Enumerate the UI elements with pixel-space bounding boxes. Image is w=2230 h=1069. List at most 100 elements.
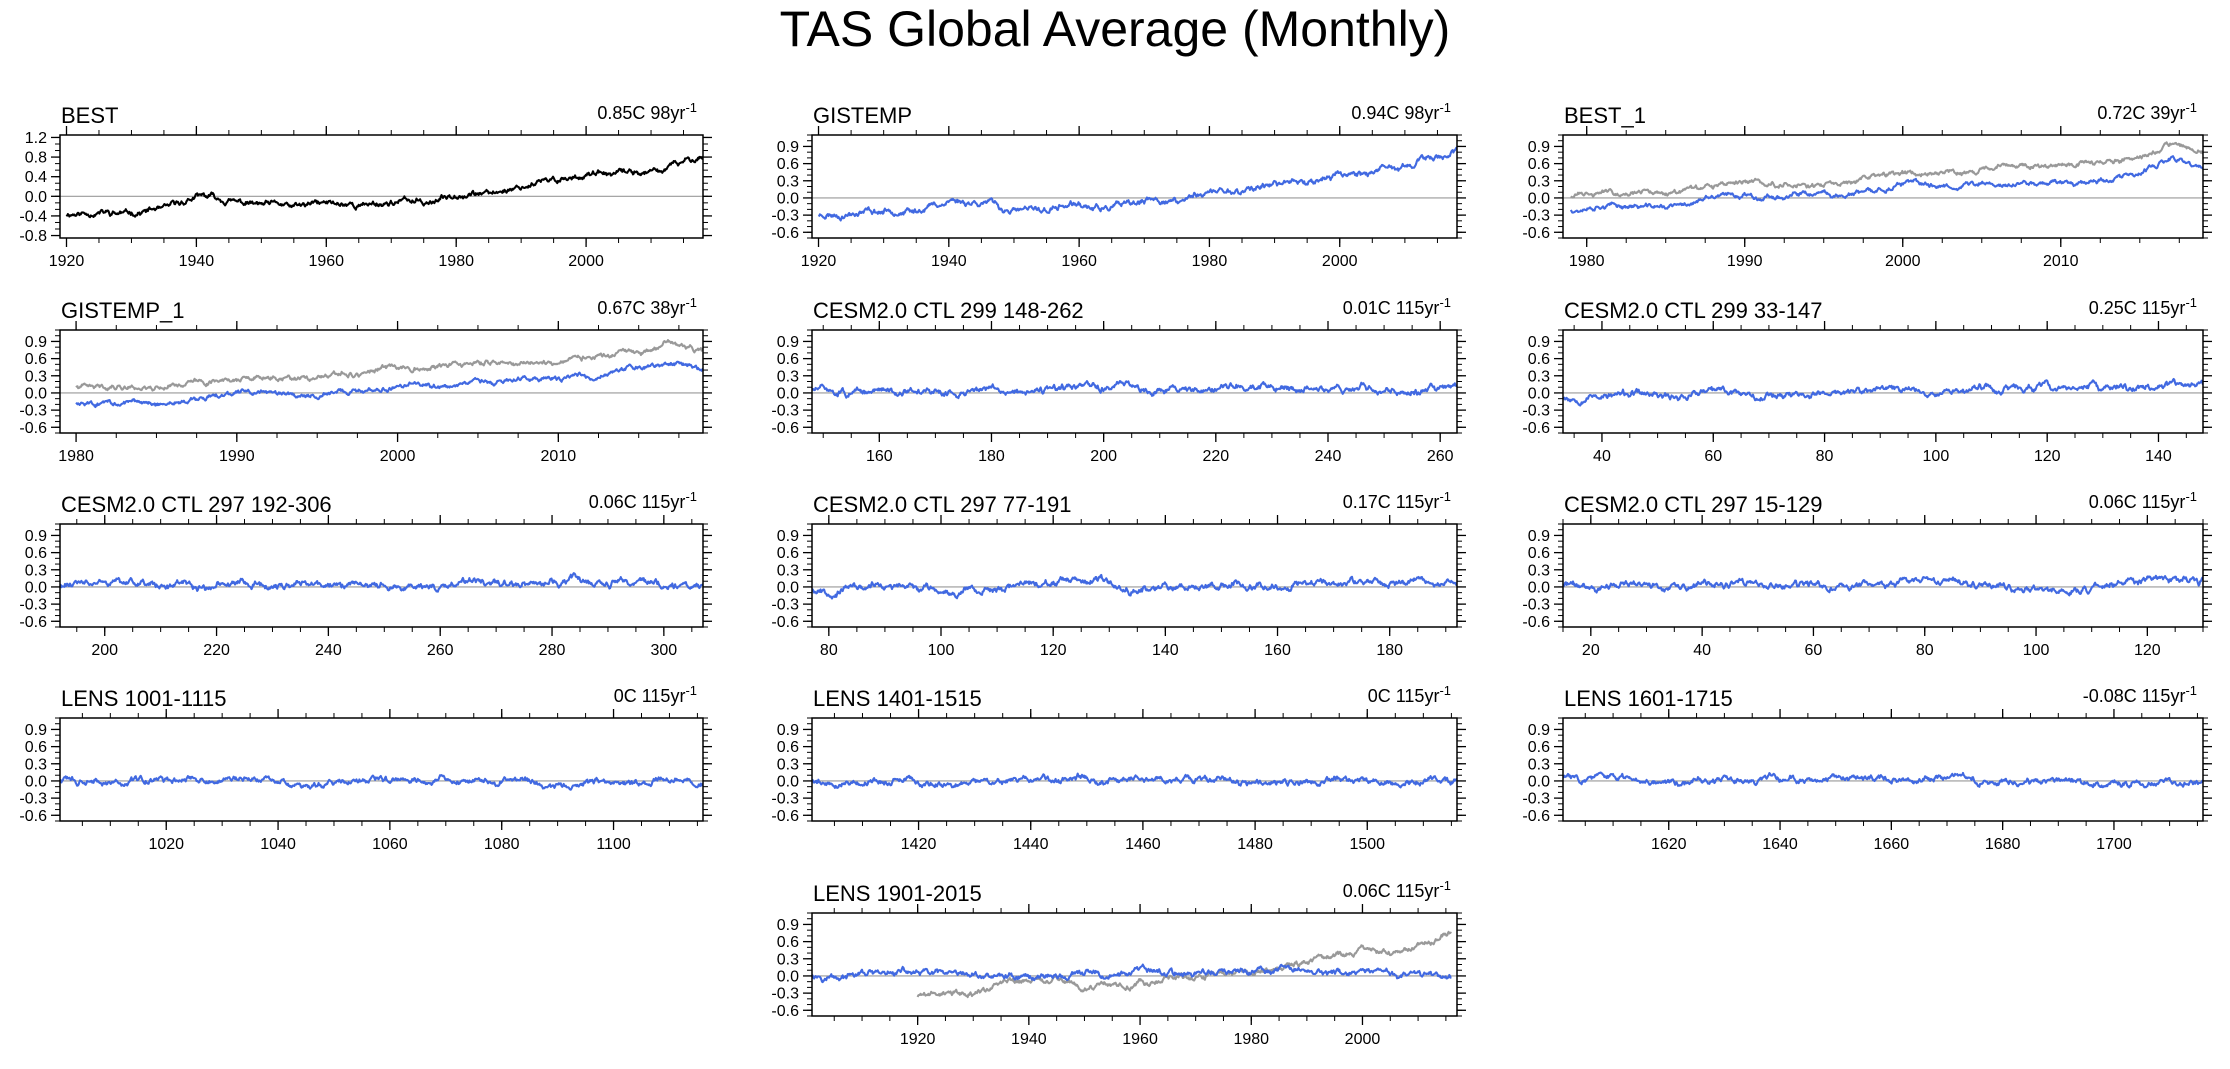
figure-title: TAS Global Average (Monthly) [779,1,1451,57]
plot-frame [1562,523,2204,628]
x-tick-label: 1420 [901,836,937,853]
x-tick-label: 2010 [2043,253,2079,270]
y-tick-label: -0.3 [1522,791,1550,808]
x-tick-label: 1980 [438,253,474,270]
y-tick-label: 0.3 [777,951,799,968]
x-tick-label: 120 [2034,448,2061,465]
x-tick-label: 60 [1704,448,1722,465]
y-tick-label: 0.8 [25,150,47,167]
y-tick-label: -0.3 [1522,597,1550,614]
y-tick-label: 0.3 [1528,756,1550,773]
series-line-GISTEMP [817,146,1457,222]
panel-title: LENS 1901-2015 [813,881,982,906]
plot-frame [811,912,1458,1017]
trend-label: 0.94C 98yr-1 [1351,100,1451,123]
y-tick-label: 0.4 [25,169,47,186]
x-tick-label: 20 [1582,642,1600,659]
y-tick-label: 0.0 [777,773,799,790]
x-tick-label: 1940 [179,253,215,270]
x-tick-label: 40 [1693,642,1711,659]
chart-panel-8: -0.6-0.30.00.30.60.9 80 100 120 140 160 180 CES… [771,489,1466,659]
y-tick-label: 0.0 [777,579,799,596]
x-tick-label: 2000 [1345,1031,1381,1048]
y-tick-label: -0.3 [19,597,47,614]
x-tick-label: 120 [2134,642,2161,659]
y-tick-label: -0.6 [1522,614,1550,631]
plot-frame [811,329,1458,434]
x-tick-label: 280 [539,642,566,659]
panel-title: BEST_1 [1564,103,1646,128]
x-tick-label: 240 [1315,448,1342,465]
y-tick-label: 0.3 [1528,368,1550,385]
panel-title: LENS 1401-1515 [813,686,982,711]
chart-panel-3: -0.6-0.30.00.30.60.9 1980 1990 2000 2010 BEST… [1522,100,2212,270]
x-tick-label: 1960 [308,253,344,270]
y-tick-label: -0.3 [771,597,799,614]
x-tick-label: 40 [1593,448,1611,465]
x-tick-label: 1620 [1651,836,1687,853]
y-tick-label: 0.0 [777,968,799,985]
y-tick-label: 0.3 [25,756,47,773]
plot-frame [811,134,1458,239]
y-tick-label: -0.3 [771,208,799,225]
chart-panel-10: -0.6-0.30.00.30.60.9 1020 1040 1060 1080 1100… [19,683,712,853]
x-tick-label: 1040 [260,836,296,853]
chart-panel-13: -0.6-0.30.00.30.60.9 1920 1940 1960 1980 2000… [771,878,1466,1048]
x-tick-label: 1940 [1011,1031,1047,1048]
plot-frame [59,523,704,628]
y-tick-label: 0.3 [777,368,799,385]
trend-label: 0.85C 98yr-1 [597,100,697,123]
x-tick-label: 160 [1264,642,1291,659]
x-tick-label: 120 [1040,642,1067,659]
chart-panel-1: -0.8 -0.4 0.0 0.4 0.8 1.2 1920 1940 1960 1980 2000… [19,100,712,270]
x-tick-label: 200 [91,642,118,659]
y-tick-label: 0.9 [777,917,799,934]
trend-label: 0.06C 115yr-1 [589,489,697,512]
chart-panel-7: -0.6-0.30.00.30.60.9 200 220 240 260 280 300 CE… [19,489,712,659]
y-tick-label: 0.9 [25,334,47,351]
trend-label: 0.06C 115yr-1 [1343,878,1451,901]
x-tick-label: 100 [1923,448,1950,465]
series-line-model [1569,155,2203,214]
plot-frame [59,717,704,822]
x-tick-label: 260 [427,642,454,659]
series-line-model [60,572,703,593]
y-tick-label: -0.3 [771,791,799,808]
y-tick-label: 0.6 [25,739,47,756]
x-tick-label: 1980 [1569,253,1605,270]
x-tick-label: 2000 [1885,253,1921,270]
x-tick-label: 1440 [1013,836,1049,853]
x-tick-label: 300 [651,642,678,659]
x-tick-label: 220 [203,642,230,659]
x-tick-label: 80 [820,642,838,659]
y-tick-label: 0.6 [777,156,799,173]
y-tick-label: 1.2 [25,130,47,147]
x-tick-label: 1640 [1762,836,1798,853]
trend-label: 0C 115yr-1 [1368,683,1451,706]
series-line-reference [1570,141,2203,199]
panel-title: CESM2.0 CTL 299 33-147 [1564,298,1822,323]
y-tick-label: 0.6 [777,739,799,756]
y-tick-label: 0.6 [777,351,799,368]
x-tick-label: 1460 [1125,836,1161,853]
y-tick-label: 0.6 [1528,351,1550,368]
y-tick-label: 0.3 [1528,173,1550,190]
chart-panel-12: -0.6-0.30.00.30.60.9 1620 1640 1660 1680 1700… [1522,683,2212,853]
y-tick-label: -0.6 [771,808,799,825]
x-tick-label: 180 [978,448,1005,465]
y-tick-label: -0.6 [1522,225,1550,242]
x-tick-label: 60 [1805,642,1823,659]
y-tick-label: -0.6 [19,614,47,631]
x-tick-label: 1500 [1349,836,1385,853]
x-tick-label: 1980 [58,448,94,465]
panel-title: GISTEMP_1 [61,298,184,323]
y-tick-label: 0.0 [777,190,799,207]
x-tick-label: 80 [1816,448,1834,465]
x-tick-label: 100 [928,642,955,659]
series-line-model [1563,377,2203,407]
y-tick-label: 0.9 [777,334,799,351]
chart-panel-11: -0.6-0.30.00.30.60.9 1420 1440 1460 1480 1500… [771,683,1466,853]
y-tick-label: 0.0 [1528,385,1550,402]
y-tick-label: -0.6 [19,808,47,825]
y-tick-label: 0.0 [777,385,799,402]
